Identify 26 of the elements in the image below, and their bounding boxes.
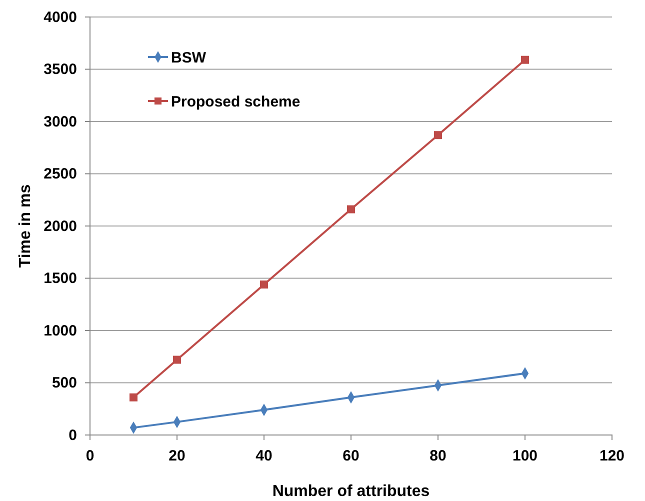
x-tick-label: 0: [86, 448, 94, 465]
point: [260, 280, 268, 289]
y-tick-label: 1000: [44, 322, 77, 340]
x-tick-label: 80: [430, 448, 446, 465]
x-tick-label: 20: [168, 448, 186, 465]
point: [434, 131, 442, 140]
y-tick-label: 4000: [44, 8, 77, 26]
x-tick-label: 100: [512, 448, 538, 465]
point: [130, 393, 138, 402]
y-tick-label: 1500: [44, 270, 77, 288]
x-axis-title: Number of attributes: [272, 483, 430, 500]
point: [521, 56, 529, 64]
point: [173, 356, 181, 364]
y-tick-label: 500: [52, 374, 77, 392]
point: [347, 205, 355, 214]
y-tick-label: 2500: [44, 166, 77, 183]
legend-label: BSW: [171, 49, 207, 66]
x-tick-label: 120: [599, 448, 625, 465]
x-tick-label: 60: [342, 448, 360, 465]
x-tick-label: 40: [256, 448, 272, 465]
legend-label: Proposed scheme: [171, 93, 300, 110]
y-tick-label: 3000: [44, 113, 77, 130]
y-tick-label: 0: [68, 426, 77, 444]
y-tick-label: 2000: [44, 218, 77, 235]
y-axis-title: Time in ms: [17, 184, 34, 268]
y-tick-label: 3500: [44, 61, 77, 78]
